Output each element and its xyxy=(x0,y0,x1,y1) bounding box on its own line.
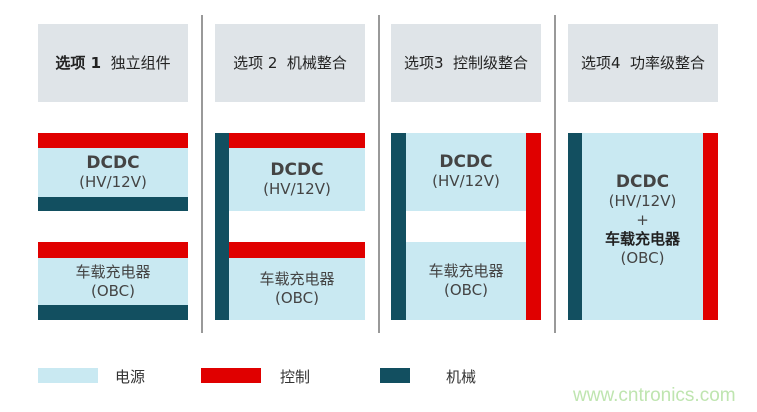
dcdc-block: DCDC (HV/12V) xyxy=(38,148,188,197)
obc-sub-label: (OBC) xyxy=(90,281,135,300)
obc-label: 车载充电器 xyxy=(604,230,680,248)
control-bar xyxy=(703,133,718,320)
dcdc-label: DCDC xyxy=(615,172,670,192)
dcdc-block: DCDC (HV/12V) xyxy=(229,148,365,211)
option-4-title: 功率级整合 xyxy=(630,54,706,72)
column-divider xyxy=(554,15,556,333)
legend-label-control: 控制 xyxy=(280,368,311,386)
legend-swatch-power xyxy=(38,368,98,383)
dcdc-label: DCDC xyxy=(86,152,140,173)
legend-swatch-mechanical xyxy=(380,368,410,383)
dcdc-sub-label: (HV/12V) xyxy=(263,179,331,198)
legend-swatch-control xyxy=(201,368,261,383)
combined-power-block: DCDC (HV/12V) + 车载充电器 (OBC) xyxy=(582,133,703,320)
dcdc-block: DCDC (HV/12V) xyxy=(406,133,526,211)
obc-sub-label: (OBC) xyxy=(620,249,665,267)
mechanical-bar xyxy=(568,133,582,320)
option-1-number: 选项 1 xyxy=(55,54,102,72)
obc-block: 车载充电器 (OBC) xyxy=(406,242,526,320)
dcdc-label: DCDC xyxy=(270,159,324,180)
control-bar xyxy=(38,242,188,258)
control-bar xyxy=(229,133,365,148)
legend-label-mechanical: 机械 xyxy=(446,368,477,386)
control-bar xyxy=(38,133,188,148)
watermark: www.cntronics.com xyxy=(573,385,736,406)
option-3-title: 控制级整合 xyxy=(453,54,529,72)
control-bar xyxy=(526,133,541,320)
obc-sub-label: (OBC) xyxy=(274,289,319,307)
obc-label: 车载充电器 xyxy=(75,262,151,281)
dcdc-sub-label: (HV/12V) xyxy=(79,172,147,191)
plus-sign: + xyxy=(636,211,649,229)
option-2-number: 选项 2 xyxy=(233,54,278,72)
obc-label: 车载充电器 xyxy=(259,270,335,288)
option-3-header: 选项3 控制级整合 xyxy=(391,24,541,102)
mechanical-bar xyxy=(38,197,188,211)
legend-label-power: 电源 xyxy=(115,368,146,386)
column-divider xyxy=(201,15,203,333)
dcdc-label: DCDC xyxy=(439,152,493,172)
obc-sub-label: (OBC) xyxy=(443,281,488,299)
option-3-number: 选项3 xyxy=(403,54,444,72)
mechanical-bar xyxy=(38,305,188,320)
dcdc-sub-label: (HV/12V) xyxy=(608,192,677,210)
option-1-header: 选项 1 独立组件 xyxy=(38,24,188,102)
option-1-title: 独立组件 xyxy=(110,54,171,72)
option-2-header: 选项 2 机械整合 xyxy=(215,24,365,102)
obc-block: 车载充电器 (OBC) xyxy=(229,258,365,320)
obc-label: 车载充电器 xyxy=(428,262,504,280)
mechanical-bar xyxy=(391,133,406,320)
option-4-number: 选项4 xyxy=(580,54,621,72)
column-divider xyxy=(378,15,380,333)
dcdc-sub-label: (HV/12V) xyxy=(432,172,500,190)
option-2-title: 机械整合 xyxy=(286,54,347,72)
control-bar xyxy=(229,242,365,258)
mechanical-bar xyxy=(215,133,229,320)
option-4-header: 选项4 功率级整合 xyxy=(568,24,718,102)
obc-block: 车载充电器 (OBC) xyxy=(38,258,188,305)
